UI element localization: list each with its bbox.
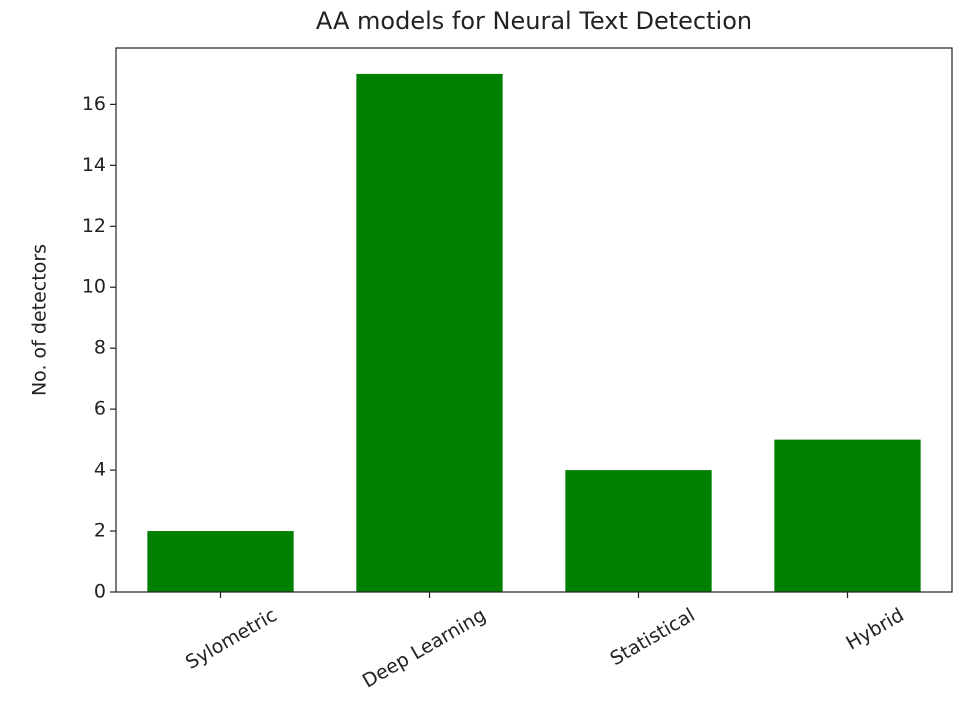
bar — [774, 439, 921, 592]
y-tick-label: 12 — [82, 215, 106, 237]
y-tick-label: 2 — [94, 520, 106, 542]
y-tick-label: 0 — [94, 581, 106, 603]
x-tick-label: Statistical — [606, 604, 698, 670]
bar — [147, 531, 294, 592]
y-tick-label: 14 — [82, 154, 106, 176]
x-tick-label: Sylometric — [182, 604, 281, 674]
y-tick-label: 8 — [94, 337, 106, 359]
plot-frame — [115, 47, 953, 593]
x-tick-label: Deep Learning — [359, 604, 490, 692]
y-tick-label: 6 — [94, 398, 106, 420]
bar — [565, 470, 712, 592]
y-tick-label: 4 — [94, 459, 106, 481]
x-tick-label: Hybrid — [842, 604, 907, 654]
chart-title: AA models for Neural Text Detection — [316, 7, 752, 35]
bar — [356, 73, 503, 592]
y-tick-label: 10 — [82, 276, 106, 298]
y-axis-label: No. of detectors — [29, 244, 51, 396]
y-tick-label: 16 — [82, 93, 106, 115]
